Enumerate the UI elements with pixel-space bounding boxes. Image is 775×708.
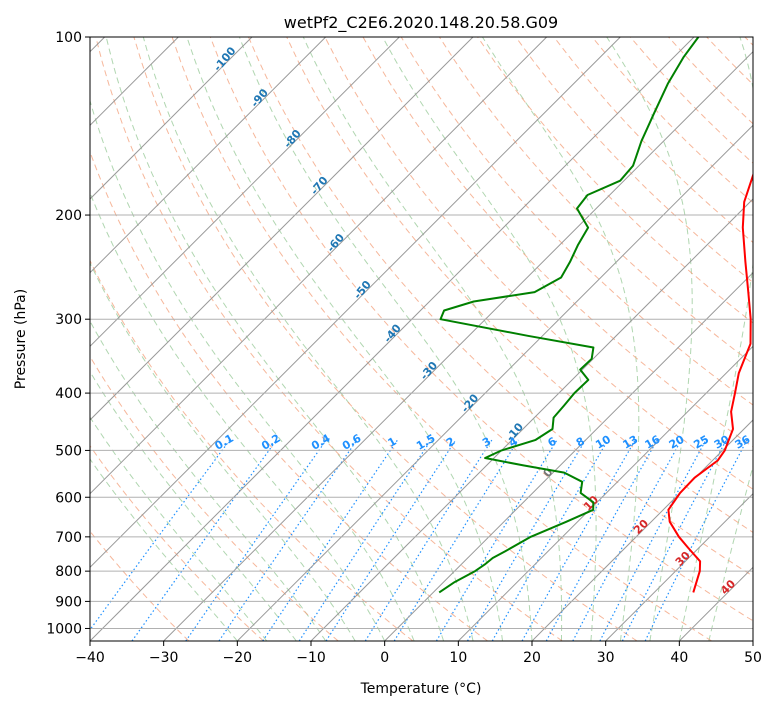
moist-adiabat-line [90,458,238,641]
isotherm-line [236,124,753,641]
isotherm-line [531,419,753,641]
moist-adiabat-line [302,37,563,641]
isotherm-line [90,37,253,200]
dry-adiabat-line [90,355,339,641]
dry-adiabat-line [515,37,753,284]
moist-adiabat-line [606,37,693,641]
dry-adiabat-line [90,444,264,641]
isotherm-line [90,37,327,274]
x-tick-label: 50 [744,650,762,666]
pressure-gridlines [90,37,753,629]
plot-background [90,37,753,641]
mixing-ratio-line [644,439,748,641]
chart-title: wetPf2_C2E6.2020.148.20.58.G09 [284,13,558,33]
moist-adiabat-line [105,37,445,641]
x-tick-label: −40 [75,650,105,666]
dry-adiabat-line [209,37,753,622]
mixing-ratio-line [325,439,457,641]
x-tick-label: −20 [223,650,253,666]
moist-adiabat-line [186,37,503,641]
dry-adiabat-line [133,37,638,641]
x-tick-label: 40 [670,650,688,666]
y-tick-label: 700 [55,530,82,546]
mixing-ratio-line [545,439,658,641]
x-tick-label: −10 [296,650,326,666]
mixing-ratio-line [185,439,327,641]
y-axis-title: Pressure (hPa) [13,289,29,389]
isotherm-line [752,640,753,641]
isotherm-line [90,37,621,569]
y-tick-label: 400 [55,386,82,402]
isotherm-line [90,37,474,421]
x-axis-title: Temperature (°C) [360,681,482,697]
y-tick-label: 600 [55,490,82,506]
x-tick-label: 0 [380,650,389,666]
moist-adiabat-line [481,37,640,641]
skewed-isotherms [90,37,753,641]
mixing-ratio-line [491,439,609,641]
mixing-ratio-lines [90,439,748,641]
mixing-ratio-line [90,439,231,631]
dry-adiabat-line [324,37,753,490]
y-axis: 100 200 300 400 500 600 700 800 900 1000 [46,30,90,637]
moist-adiabat-line [142,37,474,641]
moist-adiabat-line [90,320,327,641]
moist-adiabat-line [238,37,533,641]
dewpoint-line [438,37,700,594]
isotherm-line [163,50,753,641]
x-tick-label: 30 [597,650,615,666]
dry-adiabat-line [95,37,563,641]
y-tick-label: 500 [55,443,82,459]
y-tick-label: 1000 [46,621,82,637]
temperature-line [667,172,753,593]
isotherm-line [90,37,695,641]
plot-frame [89,36,754,642]
mixing-ratio-line [435,439,558,641]
y-tick-label: 800 [55,564,82,580]
dry-adiabat-line [90,259,414,641]
x-tick-label: −30 [149,650,179,666]
isotherm-line [605,492,753,641]
x-tick-label: 10 [449,650,467,666]
moist-adiabat-line [90,191,386,641]
moist-adiabat-line [90,261,356,641]
moist-adiabat-line [708,464,753,641]
mixing-ratio-line [466,439,587,641]
moist-adiabat-line [90,370,297,641]
moist-adiabat-line [382,37,597,641]
profile-series [438,37,753,594]
mixing-ratio-line [521,439,636,641]
isotherm-line [90,37,548,495]
dry-adiabat-line [171,37,712,641]
mixing-ratio-line [364,439,493,641]
y-tick-label: 100 [55,30,82,46]
dry-adiabat-line [248,37,753,577]
y-tick-label: 200 [55,208,82,224]
mixing-ratio-line [298,439,432,641]
isotherm-line [310,198,753,641]
x-tick-label: 20 [523,650,541,666]
mixing-ratio-line [262,439,399,641]
moist-adiabats [90,37,753,641]
isotherm-line [384,271,753,641]
isotherm-line [90,37,400,348]
moist-adiabat-line [678,37,753,641]
mixing-ratio-line [218,439,358,641]
x-axis: −40 −30 −20 −10 0 10 20 30 40 50 [75,641,762,666]
y-tick-label: 900 [55,594,82,610]
y-tick-label: 300 [55,312,82,328]
moist-adiabat-line [90,416,268,641]
isotherm-line [457,345,753,641]
